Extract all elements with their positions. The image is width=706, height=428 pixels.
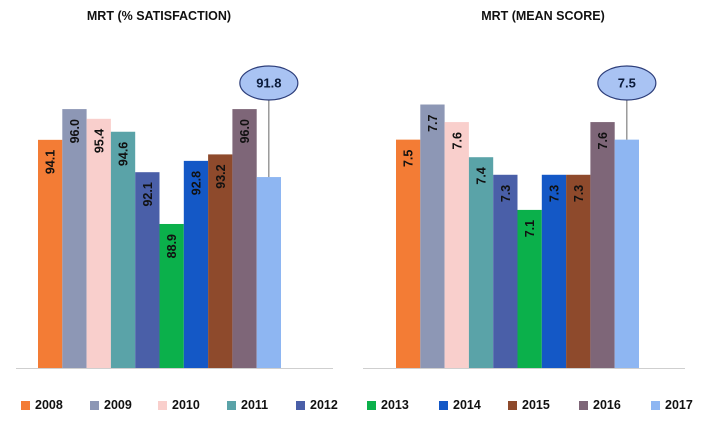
legend-item-2014: 2014	[439, 394, 481, 416]
data-label-2010: 7.6	[450, 132, 464, 149]
callout-bubble	[239, 65, 299, 101]
legend-item-2017: 2017	[651, 394, 693, 416]
bar-2015	[208, 154, 233, 368]
bar-2009	[420, 104, 445, 369]
legend-label: 2017	[665, 398, 693, 412]
charts-area: MRT (% SATISFACTION) 94.1 96.0 95.4 94.6 92.1…	[16, 9, 685, 369]
legend-item-2011: 2011	[227, 394, 268, 416]
legend-item-2010: 2010	[158, 394, 200, 416]
legend-swatch	[439, 400, 448, 410]
legend-swatch	[579, 400, 588, 410]
data-label-2011: 94.6	[117, 142, 131, 166]
bar-2017	[614, 139, 639, 368]
legend-label: 2009	[104, 398, 132, 412]
chart-title: MRT (% SATISFACTION)	[87, 9, 231, 23]
bar-2010	[86, 118, 111, 368]
legend-label: 2012	[310, 398, 338, 412]
legend-swatch	[651, 400, 660, 410]
legend-swatch	[508, 400, 517, 410]
legend-swatch	[21, 400, 30, 410]
callout-label: 91.8	[256, 76, 281, 91]
legend-item-2016: 2016	[579, 394, 621, 416]
callout-label: 7.5	[618, 76, 636, 91]
data-label-2010: 95.4	[92, 129, 106, 153]
data-label-2008: 7.5	[402, 150, 416, 167]
bar-2008	[38, 139, 63, 368]
bar-2010	[444, 122, 469, 368]
legend-label: 2013	[381, 398, 409, 412]
data-label-2008: 94.1	[44, 150, 58, 174]
bar-2015	[566, 174, 591, 368]
legend-label: 2016	[593, 398, 621, 412]
data-label-2009: 96.0	[68, 119, 82, 143]
data-label-2011: 7.4	[475, 167, 489, 184]
legend-swatch	[158, 400, 167, 410]
legend-label: 2014	[453, 398, 481, 412]
bar-2014	[183, 160, 209, 368]
legend-item-2015: 2015	[508, 394, 550, 416]
data-label-2013: 88.9	[165, 234, 179, 258]
bar-2017	[256, 177, 281, 368]
bar-2012	[493, 174, 518, 368]
data-label-2012: 92.1	[141, 182, 155, 206]
bar-2014	[541, 174, 567, 368]
bar-2016	[232, 109, 257, 368]
legend-swatch	[296, 400, 305, 410]
data-label-2012: 7.3	[499, 185, 513, 202]
data-label-2016: 96.0	[238, 119, 252, 143]
chart-2: MRT (MEAN SCORE) 7.5 7.7 7.6 7.4 7.3 7.1 7.3 7.3…	[363, 9, 685, 369]
legend-swatch	[227, 400, 236, 410]
bar-2013	[159, 223, 184, 368]
legend-item-2009: 2009	[90, 394, 132, 416]
bar-2009	[62, 109, 87, 368]
bar-2008	[396, 139, 421, 368]
bar-2012	[135, 172, 160, 368]
data-label-2014: 7.3	[547, 185, 561, 202]
bar-2011	[468, 157, 494, 368]
legend-swatch	[367, 400, 376, 410]
data-label-2016: 7.6	[596, 132, 610, 149]
chart-1: MRT (% SATISFACTION) 94.1 96.0 95.4 94.6 92.1…	[16, 9, 333, 369]
legend-label: 2011	[241, 398, 269, 412]
legend-item-2012: 2012	[296, 394, 338, 416]
chart-title: MRT (MEAN SCORE)	[481, 9, 605, 23]
legend-label: 2008	[35, 398, 63, 412]
legend-label: 2015	[522, 398, 550, 412]
data-label-2015: 7.3	[572, 185, 586, 202]
legend: 2008 2009 2010 2011 2012 2013 2014 2015 2016 2017	[0, 394, 706, 416]
data-label-2015: 93.2	[214, 164, 228, 188]
bar-2013	[517, 209, 542, 368]
legend-item-2008: 2008	[21, 394, 63, 416]
bar-2016	[590, 122, 615, 368]
callout-bubble	[597, 65, 657, 101]
legend-label: 2010	[172, 398, 200, 412]
legend-item-2013: 2013	[367, 394, 409, 416]
data-label-2009: 7.7	[426, 114, 440, 131]
legend-swatch	[90, 400, 99, 410]
bar-2011	[110, 131, 136, 368]
data-label-2013: 7.1	[523, 220, 537, 237]
data-label-2014: 92.8	[189, 171, 203, 195]
